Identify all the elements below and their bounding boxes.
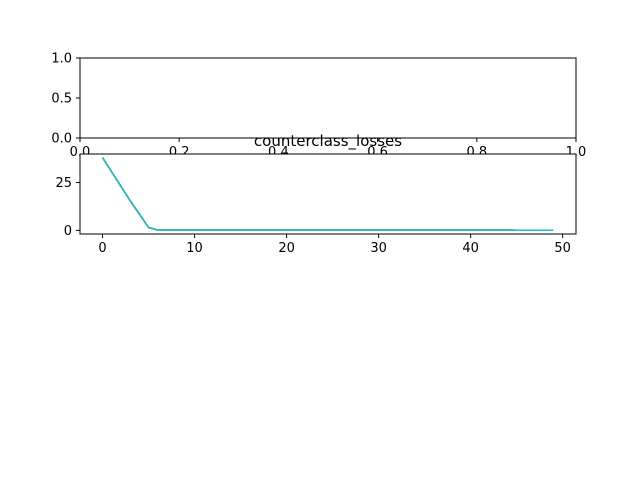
axes-bottom-lines <box>101 157 554 232</box>
y-tick-label: 0.5 <box>51 92 72 107</box>
x-tick-label: 0 <box>98 241 106 256</box>
axes-top-yticks: 0.0 0.5 1.0 <box>51 52 80 147</box>
y-tick-label: 0 <box>64 224 72 239</box>
x-tick-label: 40 <box>462 241 479 256</box>
axes-top-frame <box>79 57 577 139</box>
y-tick-label: 1.0 <box>51 52 72 67</box>
loss-series-line <box>101 157 554 232</box>
axes-bottom-frame <box>79 153 577 235</box>
axes-bottom-xticks: 0 10 20 30 40 50 <box>98 234 571 256</box>
x-tick-label: 10 <box>186 241 203 256</box>
chart-title: counterclass_losses <box>254 132 402 151</box>
y-tick-label: 0.0 <box>51 132 72 147</box>
y-tick-label: 25 <box>55 176 72 191</box>
x-tick-label: 30 <box>370 241 387 256</box>
axes-bottom: 0 10 20 30 40 50 0 25 counterclass_losses <box>55 132 577 256</box>
axes-bottom-yticks: 0 25 <box>55 176 80 239</box>
x-tick-label: 20 <box>278 241 295 256</box>
x-tick-label: 50 <box>554 241 571 256</box>
